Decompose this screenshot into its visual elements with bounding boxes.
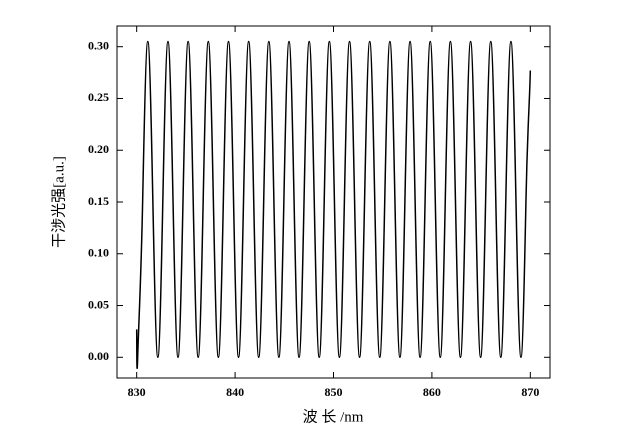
- y-tick-label: 0.15: [88, 194, 109, 208]
- y-tick-label: 0.30: [88, 38, 109, 52]
- x-tick-label: 830: [128, 385, 146, 399]
- x-tick-label: 850: [325, 385, 343, 399]
- x-axis-title: 波 长 /nm: [303, 408, 364, 425]
- y-tick-label: 0.10: [88, 246, 109, 260]
- y-tick-label: 0.00: [88, 349, 109, 363]
- x-tick-label: 860: [423, 385, 441, 399]
- y-tick-label: 0.20: [88, 142, 109, 156]
- x-tick-label: 840: [226, 385, 244, 399]
- data-line: [135, 40, 532, 369]
- y-tick-label: 0.05: [88, 297, 109, 311]
- y-tick-label: 0.25: [88, 90, 109, 104]
- y-axis-title: 干涉光强[a.u.]: [50, 156, 67, 248]
- x-tick-label: 870: [521, 385, 539, 399]
